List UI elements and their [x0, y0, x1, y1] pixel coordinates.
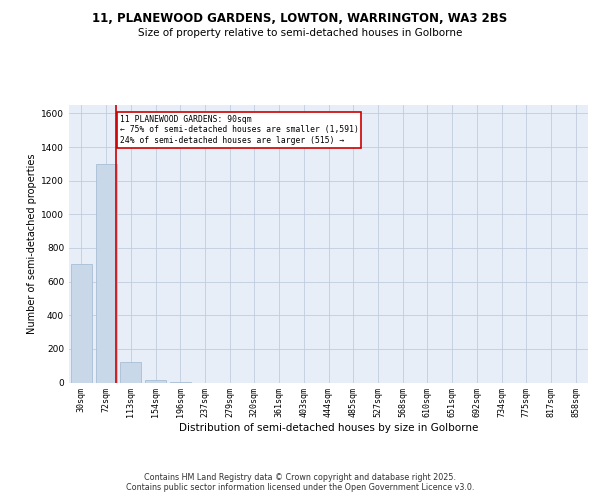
Y-axis label: Number of semi-detached properties: Number of semi-detached properties	[27, 154, 37, 334]
X-axis label: Distribution of semi-detached houses by size in Golborne: Distribution of semi-detached houses by …	[179, 423, 478, 433]
Bar	[120, 362, 141, 382]
Bar	[145, 380, 166, 382]
Bar	[71, 264, 92, 382]
Bar	[95, 164, 116, 382]
Text: Size of property relative to semi-detached houses in Golborne: Size of property relative to semi-detach…	[138, 28, 462, 38]
Text: Contains HM Land Registry data © Crown copyright and database right 2025.
Contai: Contains HM Land Registry data © Crown c…	[126, 473, 474, 492]
Text: 11 PLANEWOOD GARDENS: 90sqm
← 75% of semi-detached houses are smaller (1,591)
24: 11 PLANEWOOD GARDENS: 90sqm ← 75% of sem…	[119, 115, 359, 145]
Text: 11, PLANEWOOD GARDENS, LOWTON, WARRINGTON, WA3 2BS: 11, PLANEWOOD GARDENS, LOWTON, WARRINGTO…	[92, 12, 508, 26]
